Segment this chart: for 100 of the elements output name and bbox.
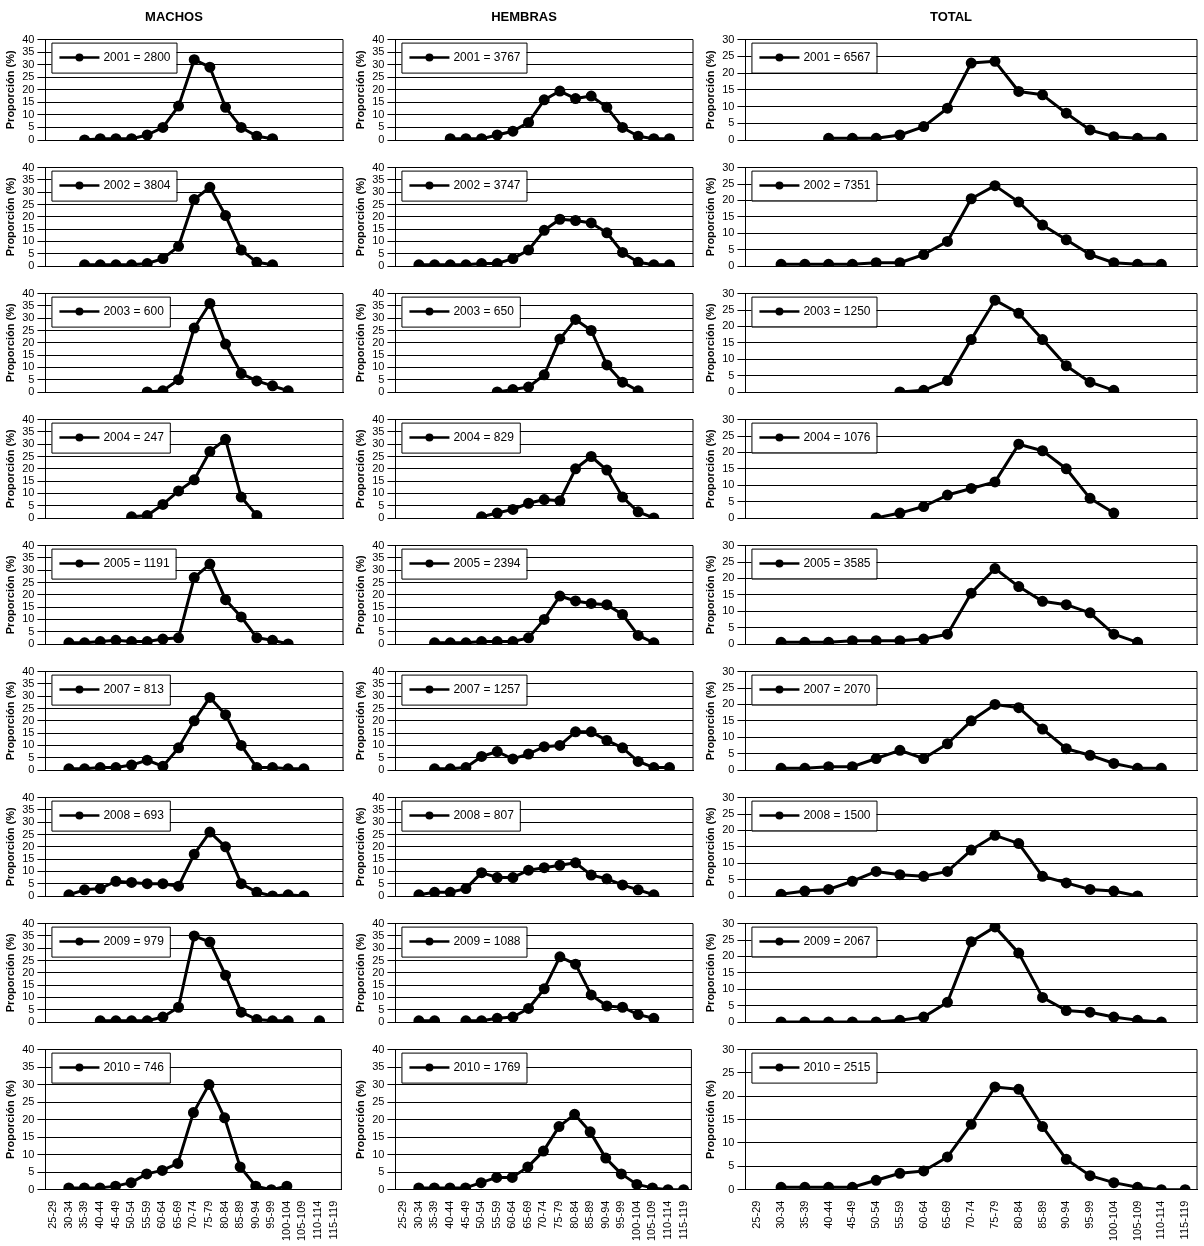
point <box>1108 628 1120 640</box>
point <box>157 760 169 770</box>
y-tick-label: 15 <box>372 1130 385 1143</box>
y-tick-label: 20 <box>722 319 735 332</box>
y-tick-label: 10 <box>22 234 35 247</box>
point <box>585 217 597 229</box>
y-tick-label: 15 <box>22 95 35 108</box>
point <box>941 738 953 750</box>
y-tick-label: 20 <box>22 82 35 95</box>
point <box>173 1001 185 1013</box>
point <box>989 294 1001 306</box>
y-tick-label: 20 <box>22 587 35 600</box>
y-axis-title: Proporción (%) <box>353 555 366 635</box>
point <box>894 744 906 756</box>
point <box>507 503 519 515</box>
x-tick-label: 70-74 <box>536 1200 549 1229</box>
point <box>615 1168 627 1180</box>
y-tick-label: 25 <box>722 681 735 694</box>
point <box>235 491 247 503</box>
x-tick-label: 115-119 <box>676 1200 689 1240</box>
y-tick-label: 25 <box>722 555 735 568</box>
y-tick-label: 25 <box>372 323 385 336</box>
x-tick-label: 45-49 <box>845 1200 858 1229</box>
y-tick-label: 5 <box>378 624 385 637</box>
x-tick-label: 25-29 <box>750 1200 763 1229</box>
legend-label: 2010 = 2515 <box>803 1059 871 1074</box>
y-tick-label: 25 <box>722 1065 735 1078</box>
point <box>235 121 247 133</box>
point <box>538 369 550 381</box>
y-tick-label: 5 <box>28 372 35 385</box>
point <box>585 989 597 1001</box>
point <box>1037 723 1049 735</box>
x-tick-label: 70-74 <box>964 1200 977 1229</box>
y-tick-label: 25 <box>372 575 385 588</box>
point <box>570 463 582 475</box>
point <box>188 322 200 334</box>
x-tick-label: 60-64 <box>505 1200 518 1229</box>
y-tick-label: 40 <box>372 538 385 551</box>
y-tick-label: 40 <box>22 412 35 425</box>
y-tick-label: 10 <box>22 360 35 373</box>
x-tick-label: 60-64 <box>916 1200 929 1229</box>
y-tick-label: 15 <box>22 222 35 235</box>
y-tick-label: 20 <box>372 82 385 95</box>
legend-label: 2002 = 3804 <box>103 177 171 192</box>
point <box>1060 234 1072 246</box>
point <box>235 368 247 380</box>
point <box>1084 1170 1096 1182</box>
point <box>570 313 582 325</box>
y-tick-label: 40 <box>372 1042 385 1055</box>
point <box>173 880 185 892</box>
point <box>632 629 644 641</box>
point <box>1084 124 1096 136</box>
y-tick-label: 30 <box>722 1042 735 1055</box>
point <box>188 715 200 727</box>
point <box>235 244 247 256</box>
y-tick-label: 20 <box>22 335 35 348</box>
point <box>918 121 930 133</box>
y-tick-label: 0 <box>378 1182 385 1195</box>
point <box>204 691 216 703</box>
y-tick-label: 40 <box>372 412 385 425</box>
point <box>110 1180 122 1190</box>
x-tick-label: 105-109 <box>645 1200 658 1242</box>
y-tick-label: 5 <box>28 624 35 637</box>
point <box>1013 947 1025 959</box>
x-tick-label: 115-119 <box>326 1200 339 1240</box>
point <box>1037 89 1049 101</box>
point <box>918 633 930 644</box>
x-tick-label: 85-89 <box>1035 1200 1048 1229</box>
y-tick-label: 5 <box>728 242 735 255</box>
legend-label: 2007 = 813 <box>103 681 165 696</box>
x-tick-label: 100-104 <box>1106 1200 1119 1242</box>
y-tick-label: 15 <box>722 82 735 95</box>
y-tick-label: 20 <box>22 965 35 978</box>
point <box>1013 85 1025 97</box>
x-tick-label: 80-84 <box>1011 1200 1024 1229</box>
legend-label: 2002 = 7351 <box>803 177 871 192</box>
point <box>941 489 953 501</box>
y-tick-label: 20 <box>722 823 735 836</box>
y-tick-label: 10 <box>722 982 735 995</box>
point <box>220 841 232 853</box>
x-tick-label: 25-29 <box>396 1200 409 1229</box>
point <box>965 1118 977 1130</box>
point <box>870 257 882 266</box>
point <box>1013 307 1025 319</box>
y-axis-title: Proporción (%) <box>3 807 16 887</box>
point <box>491 129 503 140</box>
y-tick-label: 25 <box>22 827 35 840</box>
y-tick-label: 20 <box>372 209 385 222</box>
y-tick-label: 25 <box>22 1095 35 1108</box>
point <box>1108 1011 1120 1022</box>
y-tick-label: 10 <box>372 234 385 247</box>
point <box>523 1002 535 1014</box>
y-tick-label: 10 <box>372 486 385 499</box>
y-tick-label: 20 <box>722 445 735 458</box>
y-tick-label: 15 <box>372 95 385 108</box>
y-tick-label: 20 <box>722 1089 735 1102</box>
point <box>188 930 200 942</box>
point <box>894 257 906 266</box>
y-tick-label: 5 <box>378 1165 385 1178</box>
y-tick-label: 40 <box>372 32 385 45</box>
